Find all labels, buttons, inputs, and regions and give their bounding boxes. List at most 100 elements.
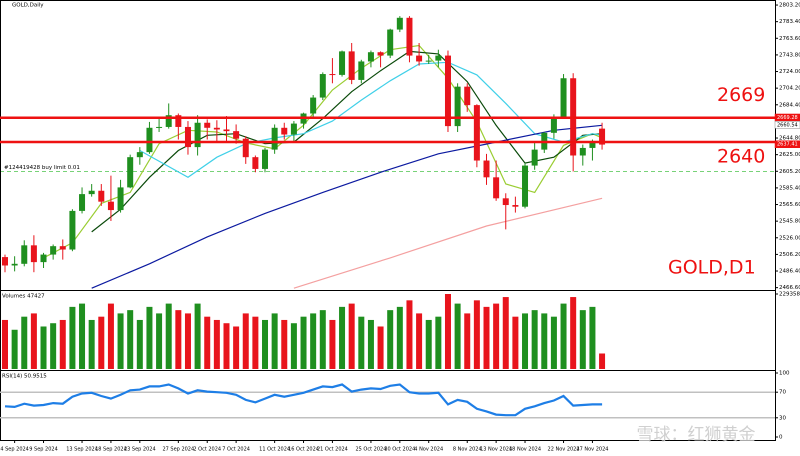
- candle-body: [204, 122, 211, 128]
- y-tick-label: 30: [779, 415, 786, 421]
- candle-body: [194, 122, 201, 148]
- price-tag-label: 2669.28: [777, 115, 798, 121]
- volume-bar: [464, 313, 471, 369]
- volume-bar: [416, 313, 423, 369]
- x-tick-label: 18 Sep 2024: [95, 447, 127, 453]
- volume-bar: [589, 306, 596, 369]
- y-tick-label: 2545.80: [779, 219, 800, 225]
- y-tick-label: 2743.80: [779, 52, 800, 58]
- y-tick-label: 2506.20: [779, 252, 800, 258]
- x-tick-label: 18 Nov 2024: [509, 447, 541, 453]
- candle-body: [21, 245, 28, 264]
- x-tick-label: 8 Nov 2024: [453, 447, 482, 453]
- level-label: 2640: [717, 146, 765, 168]
- volume-bar: [184, 313, 191, 369]
- volume-bar: [50, 323, 57, 369]
- volume-bar: [358, 316, 365, 369]
- x-tick-label: 16 Oct 2024: [288, 447, 319, 453]
- volume-bar: [194, 303, 201, 369]
- volume-bar: [88, 319, 95, 369]
- order-label: #124419428 buy limit 0.01: [4, 165, 80, 171]
- volume-bar: [156, 313, 163, 369]
- candle-body: [59, 246, 66, 250]
- candle-body: [531, 149, 538, 166]
- price-tag: [774, 113, 800, 122]
- candle-body: [387, 29, 394, 56]
- candle-body: [98, 190, 105, 202]
- y-tick-label: 2763.60: [779, 36, 800, 42]
- candle-body: [127, 157, 134, 188]
- volume-bar: [2, 319, 8, 369]
- volume-bar: [117, 313, 124, 369]
- x-tick-label: 11 Oct 2024: [259, 447, 290, 453]
- x-tick-label: 4 Nov 2024: [414, 447, 443, 453]
- volume-bar: [502, 297, 509, 369]
- volume-bar: [252, 316, 259, 369]
- main-panel: #124419428 buy limit 0.01: [1, 16, 775, 289]
- volume-bar: [223, 323, 230, 369]
- candle-body: [136, 152, 143, 158]
- volume-bar: [11, 329, 18, 369]
- volume-bar: [541, 313, 548, 369]
- candle-body: [290, 123, 297, 135]
- volume-bar: [271, 313, 278, 369]
- volume-bar: [454, 303, 461, 369]
- volume-bar: [146, 306, 153, 369]
- candle-body: [175, 115, 182, 127]
- rsi-line: [4, 383, 603, 417]
- watermark: 雪球：红狮黄金: [637, 425, 756, 445]
- candle-body: [599, 128, 606, 145]
- candle-body: [454, 86, 461, 127]
- volume-bar: [300, 316, 307, 369]
- volume-bar: [406, 300, 413, 369]
- candle-body: [146, 127, 153, 153]
- volume-bar: [136, 319, 143, 369]
- y-tick-label: 2605.20: [779, 169, 800, 175]
- x-tick-label: 23 Sep 2024: [124, 447, 156, 453]
- symbol-label: GOLD,D1: [668, 257, 756, 279]
- volume-bar: [213, 319, 220, 369]
- x-tick-label: 7 Oct 2024: [222, 447, 250, 453]
- volume-bar: [281, 319, 288, 369]
- candle-body: [522, 165, 529, 207]
- y-tick-label: 2585.40: [779, 185, 800, 191]
- candle-body: [79, 194, 86, 211]
- candle-body: [358, 61, 365, 80]
- candle-body: [589, 142, 596, 148]
- candle-body: [396, 17, 403, 30]
- volume-bar: [21, 316, 28, 369]
- chart-title: GOLD,Daily: [12, 3, 44, 9]
- level-label: 2669: [717, 84, 765, 106]
- candle-body: [50, 246, 57, 255]
- candle-body: [329, 74, 336, 76]
- rsi-title: RSI(14) 50.9515: [2, 374, 47, 380]
- volume-bar: [262, 319, 269, 369]
- candle-body: [2, 257, 8, 266]
- x-tick-label: 9 Sep 2024: [29, 447, 58, 453]
- volume-bar: [40, 326, 47, 369]
- y-tick-label: 100: [779, 371, 790, 377]
- candle-body: [107, 201, 114, 211]
- volume-bar: [531, 310, 538, 369]
- price-tag-label: 2637.41: [777, 142, 798, 148]
- candle-body: [560, 78, 567, 117]
- x-tick-label: 13 Sep 2024: [66, 447, 98, 453]
- candle-body: [464, 86, 471, 106]
- candle-body: [165, 115, 172, 127]
- volume-bar: [319, 310, 326, 369]
- candle-body: [242, 138, 249, 158]
- candle-body: [493, 177, 500, 199]
- price-tag: [774, 140, 800, 148]
- y-tick-label: 2644.80: [779, 136, 800, 142]
- volume-bar: [165, 303, 172, 369]
- volume-bar: [599, 353, 606, 369]
- volume-bar: [348, 303, 355, 369]
- x-tick-label: 27 Sep 2024: [162, 447, 194, 453]
- candle-body: [223, 129, 230, 132]
- candle-body: [88, 190, 95, 195]
- y-tick-label: 2724.00: [779, 69, 800, 75]
- x-tick-label: 13 Nov 2024: [480, 447, 512, 453]
